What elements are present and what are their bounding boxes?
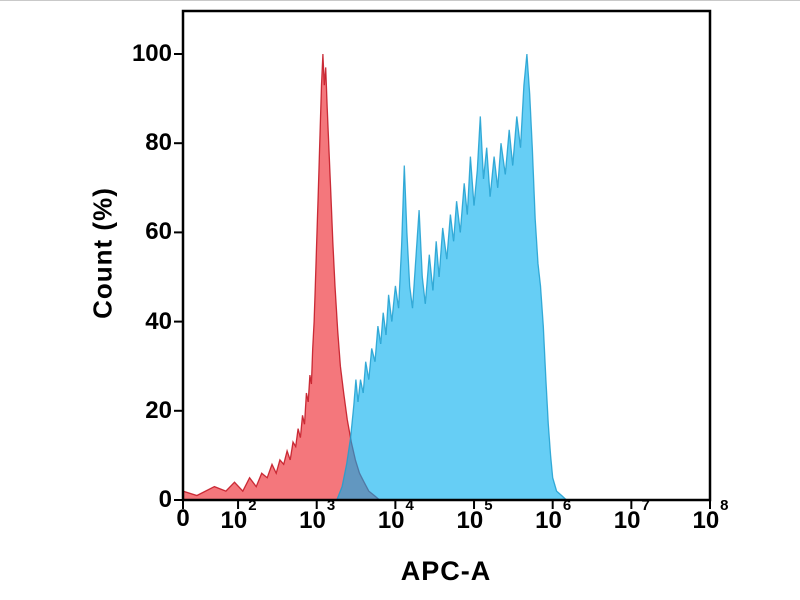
y-tick-label: 40 [145, 307, 172, 335]
series-isotype-control-red [182, 53, 382, 501]
x-tick-label: 105 [456, 497, 493, 534]
x-tick-label: 102 [220, 497, 257, 534]
top-divider [0, 0, 800, 1]
x-tick-label: 103 [299, 497, 336, 534]
x-tick-label: 108 [692, 497, 729, 534]
x-axis-title: APC-A [400, 556, 492, 586]
plot-border [181, 9, 712, 502]
y-tick-label: 20 [145, 396, 172, 424]
y-axis-title: Count (%) [87, 187, 118, 319]
x-tick-label: 104 [377, 497, 414, 534]
x-tick-label: 106 [535, 497, 572, 534]
series-antibody-stained-blue [335, 53, 569, 501]
y-tick-label: 80 [145, 129, 172, 157]
x-tick-label: 107 [613, 497, 650, 534]
y-tick-label: 0 [158, 486, 172, 513]
x-tick-label: 0 [176, 505, 190, 532]
y-tick-label: 60 [145, 218, 172, 246]
y-tick-label: 100 [131, 40, 172, 67]
